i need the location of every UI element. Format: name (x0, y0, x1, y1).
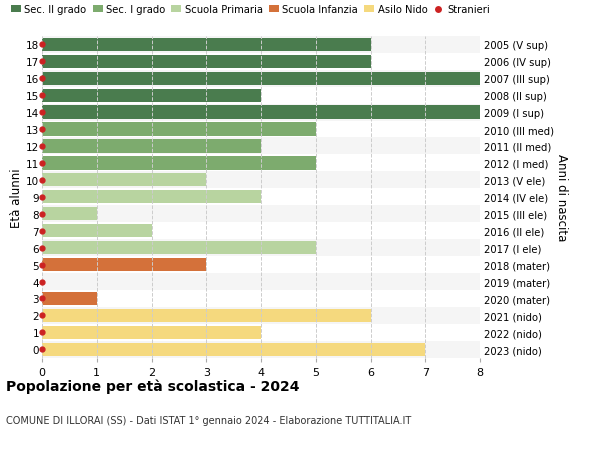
Bar (42, 123, 316, 136)
Bar (42, 71, 480, 88)
Bar (42, 104, 480, 121)
Bar (42, 189, 480, 206)
Bar (42, 138, 480, 155)
Bar (42, 191, 261, 204)
Bar (42, 39, 371, 52)
Bar (42, 155, 480, 172)
Bar (42, 73, 480, 85)
Text: Popolazione per età scolastica - 2024: Popolazione per età scolastica - 2024 (6, 379, 299, 393)
Y-axis label: Età alunni: Età alunni (10, 168, 23, 227)
Bar (42, 274, 480, 291)
Bar (42, 341, 480, 358)
Bar (42, 326, 261, 339)
Bar (42, 240, 480, 257)
Bar (42, 157, 316, 170)
Bar (42, 106, 480, 119)
Bar (42, 292, 97, 305)
Text: COMUNE DI ILLORAI (SS) - Dati ISTAT 1° gennaio 2024 - Elaborazione TUTTITALIA.IT: COMUNE DI ILLORAI (SS) - Dati ISTAT 1° g… (6, 415, 411, 425)
Bar (42, 309, 371, 322)
Bar (42, 140, 261, 153)
Bar (42, 324, 480, 341)
Y-axis label: Anni di nascita: Anni di nascita (555, 154, 568, 241)
Bar (42, 172, 480, 189)
Bar (42, 88, 480, 104)
Bar (42, 121, 480, 138)
Bar (42, 258, 206, 272)
Bar (42, 54, 480, 71)
Bar (42, 207, 97, 221)
Bar (42, 224, 152, 238)
Bar (42, 56, 371, 69)
Bar (42, 291, 480, 307)
Bar (42, 307, 480, 324)
Bar (42, 90, 261, 102)
Bar (42, 37, 480, 54)
Bar (42, 206, 480, 223)
Bar (42, 223, 480, 240)
Bar (42, 257, 480, 274)
Legend: Sec. II grado, Sec. I grado, Scuola Primaria, Scuola Infanzia, Asilo Nido, Stran: Sec. II grado, Sec. I grado, Scuola Prim… (11, 5, 490, 15)
Bar (42, 343, 425, 356)
Bar (42, 174, 206, 187)
Bar (42, 241, 316, 255)
